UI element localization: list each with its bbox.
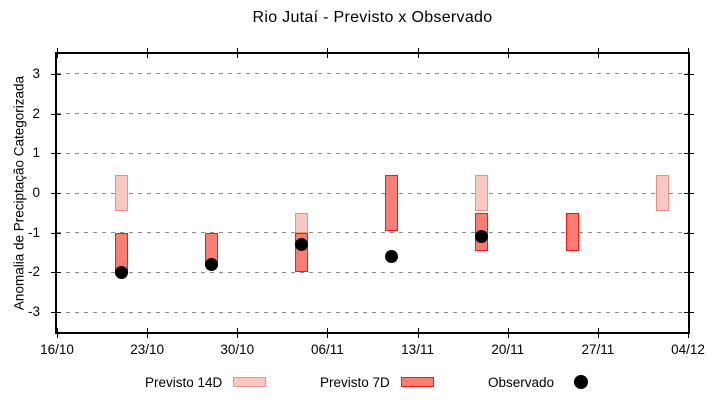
x-tick-bottom: [597, 328, 599, 338]
x-tick-top: [688, 48, 689, 58]
y-tick-left: [51, 232, 61, 234]
observado-dot-04-11: [295, 238, 309, 252]
y-tick-left: [51, 113, 61, 115]
y-tick-left: [51, 193, 61, 194]
y-tick-right: [684, 73, 694, 75]
x-tick-top: [327, 48, 329, 58]
observado-dot-icon: [574, 375, 589, 389]
legend-label-observado: Observado: [488, 374, 555, 390]
bar-previsto-7d-11-11: [385, 175, 399, 231]
legend: Previsto 14D Previsto 7D Observado: [0, 371, 720, 393]
y-tick-left: [51, 73, 61, 75]
x-tick-bottom: [688, 328, 689, 338]
y-tick-right: [684, 193, 694, 194]
x-tick-label-16-10: 16/10: [40, 342, 74, 357]
x-tick-label-27-11: 27/11: [581, 342, 615, 357]
y-tick-label-2: 2: [32, 105, 40, 121]
x-tick-top: [507, 48, 509, 58]
y-tick-right: [684, 113, 694, 115]
gridline-y-1: [57, 152, 688, 154]
bar-previsto-7d-25-11: [565, 212, 579, 251]
x-tick-label-30-10: 30/10: [220, 342, 255, 357]
observado-dot-11-11: [385, 250, 399, 264]
x-tick-top: [597, 48, 599, 58]
bar-previsto-14d-21-10: [114, 175, 128, 211]
gridline-y-2: [57, 113, 688, 115]
observado-dot-28-10: [205, 257, 219, 271]
x-tick-label-04-12: 04/12: [671, 342, 705, 357]
x-tick-label-06-11: 06/11: [311, 342, 344, 357]
previsto-14d-swatch-icon: [233, 377, 267, 387]
y-tick-left: [51, 153, 61, 155]
x-tick-bottom: [147, 328, 149, 338]
gridline-y--1: [57, 232, 688, 234]
gridline-y--2: [57, 271, 688, 273]
previsto-7d-swatch-icon: [400, 377, 434, 387]
y-tick-left: [51, 312, 61, 314]
bar-previsto-14d-18-11: [475, 175, 489, 211]
legend-item-observado: Observado: [488, 371, 589, 393]
x-tick-top: [147, 48, 149, 58]
y-tick-label-1: 1: [32, 145, 40, 161]
gridline-y-3: [57, 73, 688, 75]
x-tick-label-13-11: 13/11: [401, 342, 434, 357]
legend-label-previsto-14d: Previsto 14D: [145, 374, 223, 390]
observado-dot-21-10: [114, 265, 128, 279]
x-tick-top: [237, 48, 239, 58]
y-tick-left: [51, 272, 61, 274]
y-tick-right: [684, 232, 694, 234]
y-tick-label--3: -3: [27, 304, 40, 320]
y-tick-right: [684, 312, 694, 314]
y-tick-label-0: 0: [32, 185, 40, 200]
x-tick-label-20-11: 20/11: [491, 342, 525, 357]
chart-title: Rio Jutaí - Previsto x Observado: [252, 9, 493, 26]
y-tick-right: [684, 153, 694, 155]
x-tick-top: [417, 48, 419, 58]
y-tick-right: [684, 272, 694, 274]
x-tick-bottom: [237, 328, 239, 338]
legend-item-previsto-14d: Previsto 14D: [145, 371, 267, 393]
x-tick-bottom: [57, 328, 58, 338]
legend-item-previsto-7d: Previsto 7D: [320, 371, 434, 393]
y-tick-label--2: -2: [27, 264, 40, 280]
y-tick-label--1: -1: [27, 224, 40, 240]
legend-label-previsto-7d: Previsto 7D: [320, 374, 390, 390]
bar-previsto-14d-04-11: [295, 212, 309, 233]
plot-area: [51, 48, 694, 338]
y-tick-label-3: 3: [32, 65, 40, 81]
bar-previsto-14d-02-12: [655, 175, 669, 211]
gridline-y--3: [57, 311, 688, 313]
x-tick-bottom: [507, 328, 509, 338]
x-tick-top: [57, 48, 58, 58]
x-tick-bottom: [327, 328, 329, 338]
observado-dot-18-11: [475, 230, 489, 244]
y-axis-tick-labels: 3 2 1 0 -1 -2 -3: [0, 54, 47, 332]
gridline-y-0: [57, 192, 688, 194]
x-axis-tick-labels: 16/10 23/10 30/10 06/11 13/11 20/11 27/11 04/12: [40, 342, 705, 360]
x-tick-bottom: [417, 328, 419, 338]
x-tick-label-23-10: 23/10: [130, 342, 165, 357]
